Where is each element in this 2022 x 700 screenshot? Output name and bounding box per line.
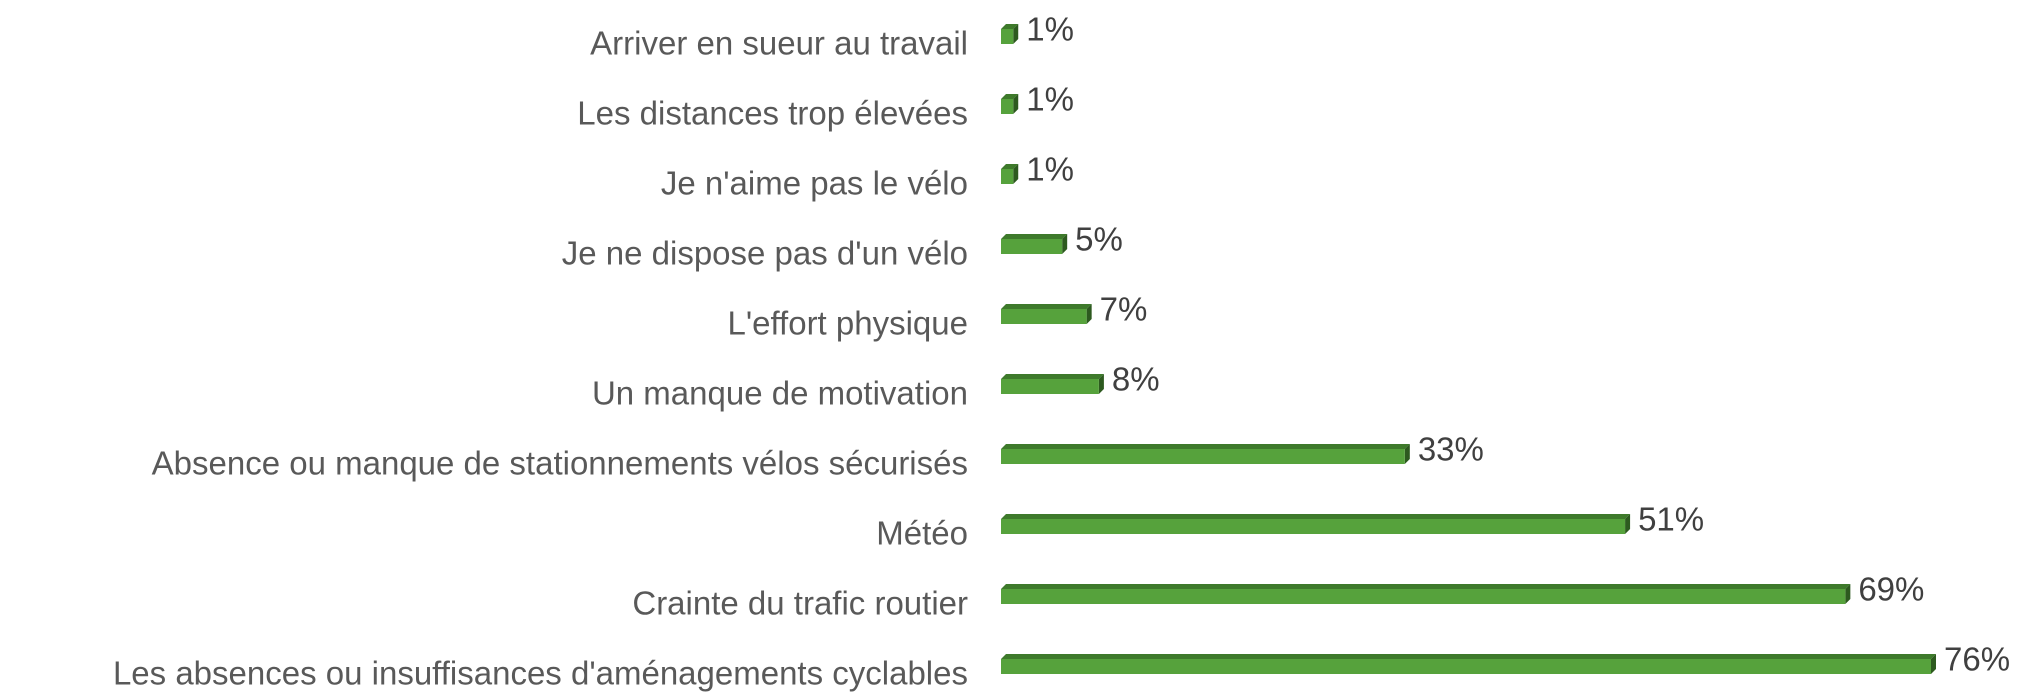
bar-top: [1001, 164, 1019, 169]
category-label: Je n'aime pas le vélo: [661, 165, 968, 202]
bar-side: [1845, 584, 1851, 604]
category-label: Les distances trop élevées: [577, 95, 968, 132]
bar: [1001, 309, 1087, 324]
category-label: Je ne dispose pas d'un vélo: [562, 235, 968, 272]
bar-side: [1086, 304, 1092, 324]
category-label: Arriver en sueur au travail: [590, 25, 968, 62]
bar-top: [1001, 514, 1631, 519]
bar-top: [1001, 94, 1019, 99]
bar-side: [1625, 514, 1631, 534]
bar-side: [1062, 234, 1068, 254]
bar: [1001, 239, 1063, 254]
value-label: 1%: [1026, 11, 1074, 48]
value-label: 69%: [1858, 571, 1924, 608]
category-label: Un manque de motivation: [592, 375, 968, 412]
category-label: Crainte du trafic routier: [632, 585, 968, 622]
bar-side: [1013, 94, 1019, 114]
bar-side: [1013, 24, 1019, 44]
category-label: Absence ou manque de stationnements vélo…: [152, 445, 968, 482]
bar-side: [1013, 164, 1019, 184]
bar-side: [1098, 374, 1104, 394]
bar: [1001, 659, 1931, 674]
value-label: 1%: [1026, 81, 1074, 118]
value-label: 1%: [1026, 151, 1074, 188]
bar-side: [1404, 444, 1410, 464]
category-label: Météo: [876, 515, 968, 552]
value-label: 5%: [1075, 221, 1123, 258]
bar: [1001, 589, 1846, 604]
bar-side: [1931, 654, 1936, 674]
bar-top: [1001, 374, 1104, 379]
bar: [1001, 449, 1405, 464]
value-label: 7%: [1100, 291, 1148, 328]
bar-top: [1001, 24, 1019, 29]
bar-top: [1001, 304, 1092, 309]
value-label: 76%: [1944, 641, 2010, 678]
bar-top: [1001, 234, 1068, 239]
bar: [1001, 99, 1014, 114]
bar: [1001, 29, 1014, 44]
bar: [1001, 519, 1626, 534]
value-label: 33%: [1418, 431, 1484, 468]
bar-top: [1001, 444, 1410, 449]
value-label: 51%: [1638, 501, 1704, 538]
value-label: 8%: [1112, 361, 1160, 398]
bar-top: [1001, 654, 1936, 659]
bar: [1001, 169, 1014, 184]
bar: [1001, 379, 1099, 394]
category-label: Les absences ou insuffisances d'aménagem…: [113, 655, 968, 692]
bar-top: [1001, 584, 1851, 589]
category-label: L'effort physique: [727, 305, 968, 342]
